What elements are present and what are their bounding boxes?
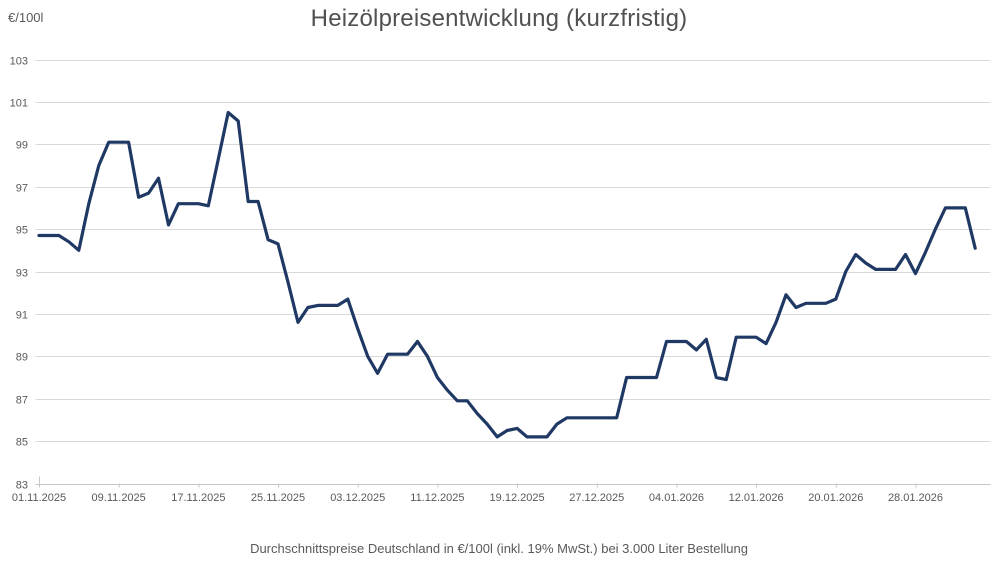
y-tick-label-101: 101 xyxy=(10,98,28,110)
chart-title: Heizölpreisentwicklung (kurzfristig) xyxy=(310,5,688,32)
x-tick-label: 20.01.2026 xyxy=(808,492,863,504)
y-tick-label-99: 99 xyxy=(16,140,28,152)
y-tick-label-103: 103 xyxy=(10,56,28,68)
y-tick-label-87: 87 xyxy=(16,395,28,407)
y-tick-label-89: 89 xyxy=(16,352,28,364)
x-tick-label: 27.12.2025 xyxy=(569,492,624,504)
y-tick-label-97: 97 xyxy=(16,183,28,195)
y-tick-label-93: 93 xyxy=(16,268,28,280)
x-tick-label: 09.11.2025 xyxy=(92,492,146,504)
x-tick-label: 04.01.2026 xyxy=(649,492,704,504)
x-tick-label: 28.01.2026 xyxy=(888,492,943,504)
x-tick-label: 03.12.2025 xyxy=(330,492,385,504)
y-tick-label-95: 95 xyxy=(16,225,28,237)
chart-subtitle: Durchschnittspreise Deutschland in €/100… xyxy=(250,541,748,556)
x-tick-label: 12.01.2026 xyxy=(729,492,784,504)
y-axis-tick-labels: 103 101 99 97 95 93 91 89 87 85 83 xyxy=(10,56,28,492)
x-tick-label: 19.12.2025 xyxy=(490,492,545,504)
x-axis xyxy=(39,476,917,488)
horizontal-gridlines xyxy=(35,60,991,485)
x-tick-label: 11.12.2025 xyxy=(410,492,464,504)
x-axis-tick-labels: 01.11.2025 09.11.2025 17.11.2025 25.11.2025… xyxy=(12,492,943,504)
x-tick-label: 01.11.2025 xyxy=(12,492,66,504)
y-tick-label-83: 83 xyxy=(16,480,28,492)
y-tick-label-85: 85 xyxy=(16,437,28,449)
x-tick-label: 17.11.2025 xyxy=(171,492,225,504)
y-tick-label-91: 91 xyxy=(16,310,28,322)
x-tick-label: 25.11.2025 xyxy=(251,492,305,504)
price-line-series xyxy=(37,110,977,439)
y-axis-unit-label: €/100l xyxy=(8,10,44,25)
